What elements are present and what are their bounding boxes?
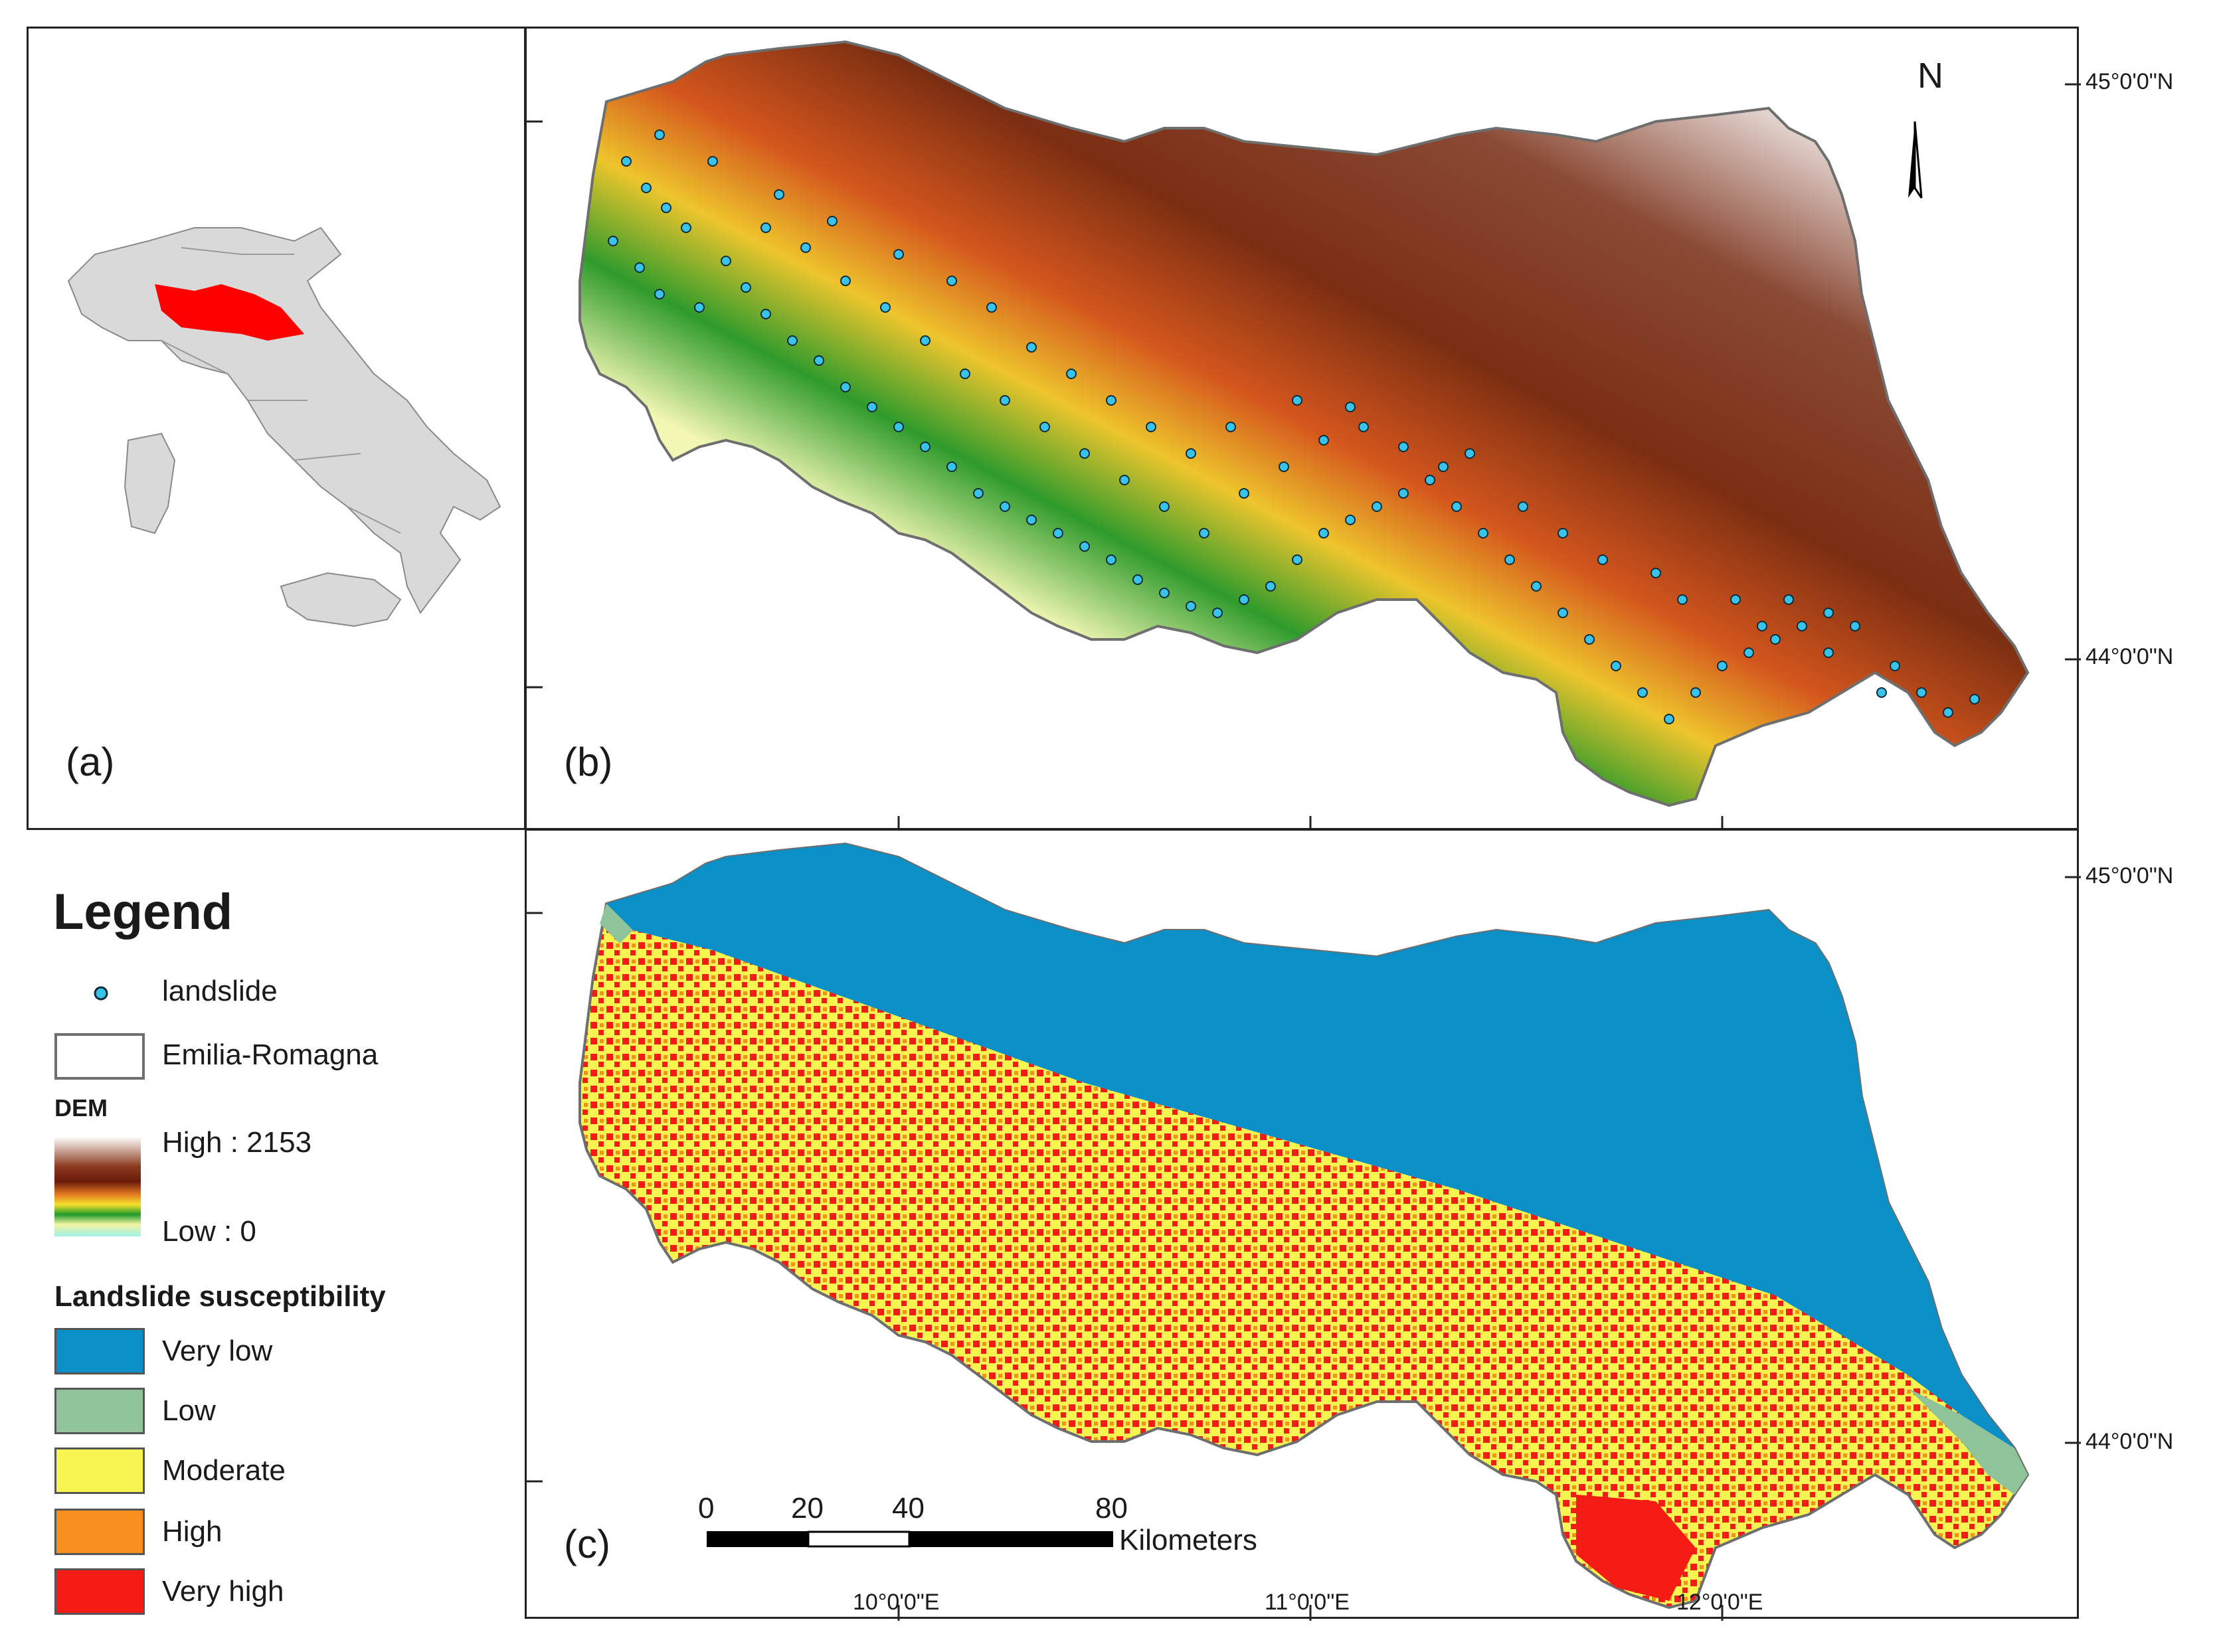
emilia-romagna-dem — [578, 40, 2030, 807]
dem-map — [527, 40, 2081, 832]
emilia-romagna-highlight — [155, 284, 304, 341]
swatch-high — [54, 1509, 145, 1555]
lat-45-label-b: 45°0'0"N — [2086, 69, 2174, 94]
scale-tick-80: 80 — [1095, 1492, 1128, 1525]
legend-title: Legend — [53, 884, 233, 940]
legend-dem-high: High : 2153 — [162, 1126, 312, 1159]
swatch-moderate — [54, 1447, 145, 1494]
swatch-very-low — [54, 1328, 145, 1374]
panel-c-label: (c) — [564, 1522, 610, 1566]
scale-unit: Kilometers — [1119, 1524, 1257, 1556]
landslide-legend-icon — [94, 986, 108, 1001]
lat-45-label-c: 45°0'0"N — [2086, 863, 2174, 888]
lon-10-label: 10°0'0"E — [853, 1590, 940, 1615]
panel-a-label: (a) — [66, 740, 115, 784]
legend-susceptibility-title: Landslide susceptibility — [54, 1280, 386, 1313]
lon-11-label: 11°0'0"E — [1265, 1590, 1350, 1615]
north-arrow-label: N — [1917, 56, 1943, 96]
scale-tick-0: 0 — [698, 1492, 715, 1525]
susceptibility-map — [527, 842, 2081, 1621]
region-legend-swatch — [54, 1033, 145, 1080]
class-label-high: High — [162, 1515, 222, 1548]
landslide-points — [608, 129, 1980, 724]
north-arrow — [1908, 121, 1923, 199]
swatch-low — [54, 1388, 145, 1434]
lat-44-label-c: 44°0'0"N — [2086, 1429, 2174, 1454]
scale-tick-20: 20 — [791, 1492, 824, 1525]
class-label-low: Low — [162, 1394, 216, 1427]
scale-bar — [707, 1530, 1113, 1548]
scale-tick-40: 40 — [892, 1492, 925, 1525]
dem-legend-ramp — [54, 1137, 141, 1236]
panel-b-frame: (b) N — [525, 27, 2081, 832]
legend-region-label: Emilia-Romagna — [162, 1038, 379, 1071]
panel-c-frame: (c) 0 20 40 80 Kilometers — [525, 829, 2081, 1621]
italy-map — [67, 226, 501, 627]
class-label-moderate: Moderate — [162, 1454, 286, 1487]
lat-44-label-b: 44°0'0"N — [2086, 644, 2174, 669]
legend-landslide-label: landslide — [162, 975, 278, 1007]
class-label-very-low: Very low — [162, 1335, 273, 1367]
very-low-zone — [606, 844, 2014, 1461]
legend-dem-title: DEM — [54, 1094, 108, 1121]
panel-a-frame: (a) — [27, 27, 526, 830]
legend-dem-low: Low : 0 — [162, 1215, 256, 1248]
lon-12-label: 12°0'0"E — [1676, 1590, 1763, 1615]
panel-b-label: (b) — [564, 740, 613, 784]
swatch-very-high — [54, 1568, 145, 1615]
class-label-very-high: Very high — [162, 1575, 284, 1608]
